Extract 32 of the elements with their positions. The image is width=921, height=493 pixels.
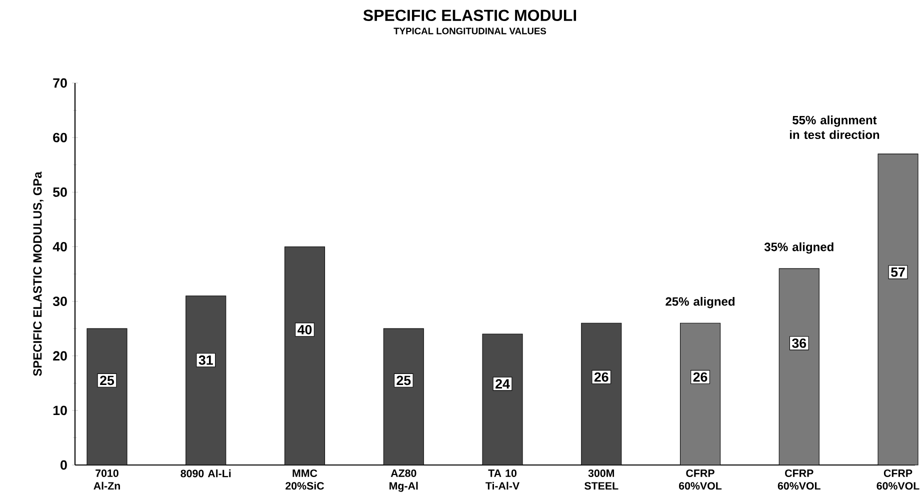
- data-label: 40: [298, 324, 312, 334]
- x-tick-label: AZ80 Mg-Al: [390, 469, 418, 492]
- y-tick-label: 70: [53, 78, 67, 88]
- data-label: 26: [594, 372, 608, 382]
- data-label: 57: [891, 267, 905, 277]
- annotation: 25% aligned: [666, 296, 734, 308]
- data-label: 26: [693, 372, 708, 382]
- x-tick-label: 300M STEEL: [584, 469, 618, 490]
- x-tick-label: MMC 20%SiC: [286, 469, 324, 490]
- y-tick-label: 0: [60, 460, 67, 470]
- y-tick-label: 40: [52, 242, 67, 252]
- chart-title: SPECIFIC ELASTIC MODULI: [363, 10, 576, 22]
- y-tick-label: 50: [53, 187, 67, 197]
- data-label: 24: [496, 379, 510, 388]
- y-axis-title: SPECIFIC ELASTIC MODULUS, GPa: [33, 172, 44, 376]
- data-label: 25: [100, 376, 114, 386]
- data-label: 36: [792, 338, 806, 348]
- data-label: 31: [198, 355, 213, 365]
- x-tick-label: TA 10 Ti-Al-V: [486, 469, 520, 490]
- y-tick-label: 60: [53, 132, 67, 142]
- x-tick-label: 7010 Al-Zn: [94, 469, 120, 490]
- y-tick-label: 10: [53, 406, 67, 416]
- annotation: 35% aligned: [764, 242, 834, 254]
- y-tick-label: 30: [52, 296, 67, 306]
- y-tick-label: 20: [53, 351, 67, 361]
- x-tick-label: 8090 Al-Li: [180, 469, 231, 478]
- x-tick-label: CFRP 60%VOL: [679, 469, 722, 490]
- data-label: 25: [396, 376, 411, 386]
- chart-subtitle: TYPICAL LONGITUDINAL VALUES: [394, 28, 546, 34]
- annotation: 55% alignment in test direction: [790, 116, 880, 140]
- x-tick-label: CFRP 60%VOL: [876, 469, 920, 490]
- x-tick-label: CFRP 60%VOL: [778, 469, 820, 490]
